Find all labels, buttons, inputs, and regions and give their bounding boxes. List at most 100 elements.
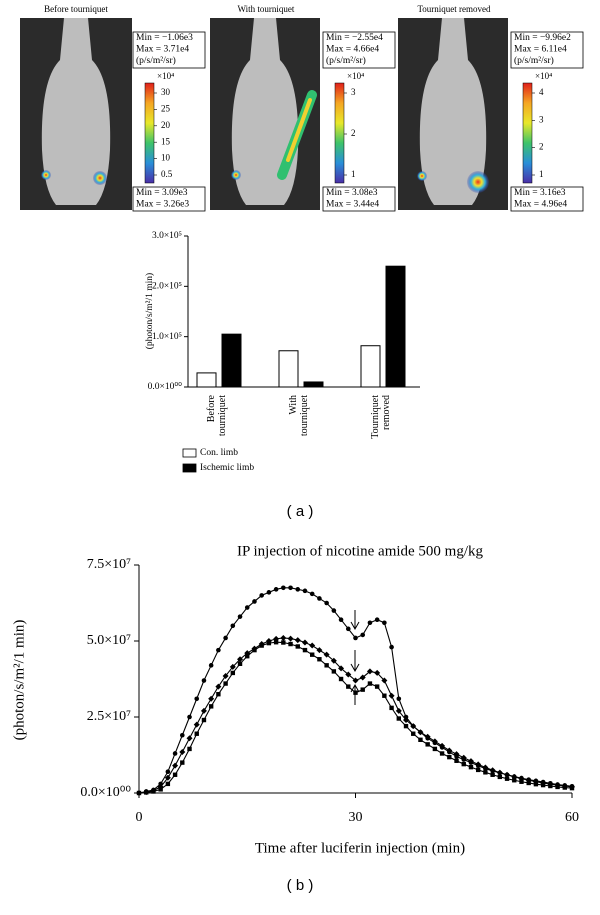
marker bbox=[468, 764, 474, 770]
marker bbox=[395, 707, 402, 714]
colorbar bbox=[334, 82, 345, 184]
colorbar-label: 3 bbox=[539, 114, 544, 124]
marker bbox=[179, 748, 186, 755]
marker bbox=[136, 790, 142, 796]
colorbar-label: 1 bbox=[351, 169, 356, 179]
bar bbox=[278, 350, 299, 388]
x-tick-label: 30 bbox=[349, 810, 363, 825]
marker bbox=[216, 692, 221, 697]
marker bbox=[295, 644, 300, 649]
mouse-image bbox=[20, 18, 132, 210]
panel-label: ( a ) bbox=[287, 503, 314, 520]
marker bbox=[388, 692, 395, 699]
marker bbox=[294, 637, 301, 644]
roi-text: (p/s/m²/sr) bbox=[326, 55, 366, 66]
colorbar-label: 10 bbox=[161, 153, 171, 163]
marker bbox=[338, 676, 344, 682]
roi-text: Max = 4.66e4 bbox=[326, 45, 379, 55]
marker bbox=[432, 746, 438, 752]
marker bbox=[526, 780, 531, 786]
marker bbox=[245, 654, 250, 659]
legend-swatch bbox=[182, 463, 197, 473]
bar bbox=[196, 372, 217, 388]
marker bbox=[281, 585, 286, 591]
roi-text: Min = 3.16e3 bbox=[514, 188, 566, 198]
x-axis-label: Time after luciferin injection (min) bbox=[255, 840, 465, 856]
roi-box bbox=[510, 186, 584, 212]
roi-text: Min = −9.96e2 bbox=[514, 33, 571, 43]
x-tick-label: With tourniquet bbox=[288, 395, 310, 437]
marker bbox=[216, 647, 221, 653]
marker bbox=[396, 696, 402, 702]
legend-swatch bbox=[182, 448, 197, 458]
marker bbox=[187, 714, 192, 720]
marker bbox=[324, 600, 329, 606]
marker bbox=[417, 729, 424, 736]
marker bbox=[302, 588, 308, 594]
roi-text: Max = 6.11e4 bbox=[514, 45, 567, 55]
marker bbox=[418, 737, 423, 742]
marker bbox=[201, 717, 207, 723]
roi-text: (p/s/m²/sr) bbox=[136, 55, 176, 66]
x-tick-label: 60 bbox=[565, 810, 579, 825]
marker bbox=[403, 717, 410, 724]
marker bbox=[266, 640, 272, 646]
marker bbox=[230, 623, 236, 629]
marker bbox=[424, 733, 431, 740]
marker bbox=[374, 617, 380, 623]
marker bbox=[367, 620, 373, 626]
colorbar-label: 2 bbox=[351, 128, 356, 138]
marker bbox=[446, 747, 453, 754]
marker bbox=[281, 640, 286, 645]
roi-text: Max = 4.96e4 bbox=[514, 200, 567, 210]
marker bbox=[338, 617, 344, 623]
marker bbox=[151, 789, 156, 794]
marker bbox=[288, 585, 293, 591]
marker bbox=[288, 641, 293, 647]
y-tick-label: 3.0×10⁵ bbox=[152, 231, 182, 241]
category-label-box: Before tourniquet bbox=[206, 395, 228, 436]
marker bbox=[346, 684, 351, 689]
marker bbox=[295, 587, 301, 592]
marker bbox=[237, 656, 244, 663]
marker bbox=[310, 652, 315, 657]
marker bbox=[229, 663, 236, 670]
roi-box bbox=[322, 31, 396, 69]
marker bbox=[273, 587, 279, 592]
marker bbox=[287, 635, 294, 642]
marker bbox=[172, 762, 179, 769]
category-label-group: Before tourniquet bbox=[206, 395, 228, 436]
marker bbox=[180, 732, 185, 738]
marker bbox=[490, 772, 495, 777]
marker bbox=[187, 746, 192, 752]
marker bbox=[461, 761, 466, 767]
marker bbox=[165, 781, 171, 787]
marker bbox=[482, 764, 489, 771]
marker bbox=[504, 771, 511, 778]
marker bbox=[475, 761, 482, 768]
mouse-image bbox=[398, 18, 508, 210]
category-label-box: With tourniquet bbox=[288, 395, 310, 437]
roi-text: Max = 3.26e3 bbox=[136, 200, 189, 210]
marker bbox=[447, 754, 452, 760]
colorbar-label: 15 bbox=[161, 136, 171, 146]
chart-title: IP injection of nicotine amide 500 mg/kg bbox=[237, 543, 484, 559]
marker bbox=[158, 787, 163, 792]
marker bbox=[172, 751, 178, 756]
y-tick-label: 1.0×10⁵ bbox=[152, 332, 182, 342]
marker bbox=[359, 674, 366, 681]
marker bbox=[223, 635, 228, 641]
marker bbox=[280, 634, 287, 641]
marker bbox=[533, 781, 539, 787]
y-tick-label: 0.0×10⁰⁰ bbox=[80, 785, 131, 800]
arrows bbox=[350, 610, 360, 705]
marker bbox=[431, 738, 438, 745]
roi-text: Min = −1.06e3 bbox=[136, 33, 193, 43]
colorbar-label: 2 bbox=[539, 142, 544, 152]
marker bbox=[338, 665, 345, 672]
marker bbox=[512, 778, 517, 783]
marker bbox=[345, 626, 351, 632]
marker bbox=[403, 723, 409, 729]
marker bbox=[331, 608, 337, 613]
